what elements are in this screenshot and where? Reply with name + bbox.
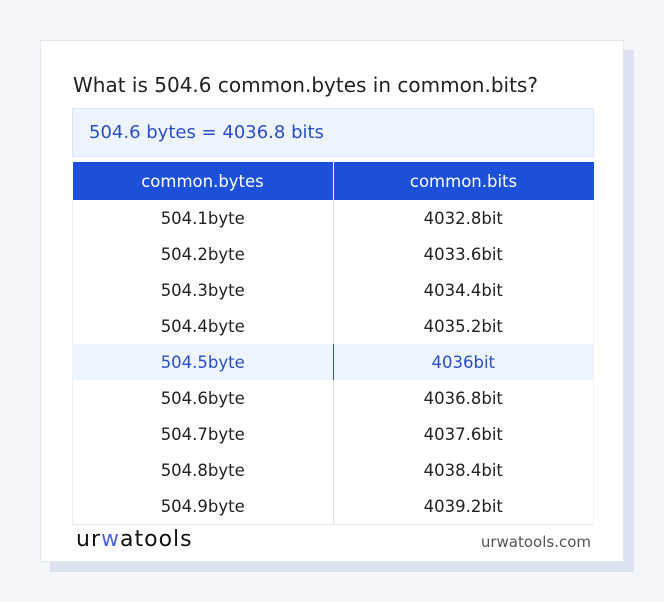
bits-cell: 4036.8bit [332, 380, 594, 416]
column-header-bytes: common.bytes [72, 162, 333, 200]
table-row: 504.7byte 4037.6bit [72, 416, 594, 452]
bytes-cell: 504.2byte [72, 236, 333, 272]
bits-cell: 4032.8bit [332, 200, 594, 236]
bytes-cell: 504.8byte [72, 452, 333, 488]
logo-text: ur [76, 527, 101, 552]
conversion-table: common.bytes common.bits 504.1byte 4032.8… [72, 162, 594, 525]
bytes-cell: 504.9byte [72, 488, 333, 525]
bits-cell: 4039.2bit [332, 488, 594, 525]
converter-card: What is 504.6 common.bytes in common.bit… [40, 40, 624, 562]
bytes-cell: 504.1byte [72, 200, 333, 236]
table-row: 504.9byte 4039.2bit [72, 488, 594, 525]
bytes-cell: 504.6byte [72, 380, 333, 416]
bits-cell: 4034.4bit [332, 272, 594, 308]
urwatools-logo[interactable]: urwatools [76, 527, 193, 552]
page-title: What is 504.6 common.bytes in common.bit… [73, 73, 538, 97]
table-row: 504.2byte 4033.6bit [72, 236, 594, 272]
column-header-bits: common.bits [332, 162, 594, 200]
table-row: 504.8byte 4038.4bit [72, 452, 594, 488]
bytes-cell: 504.7byte [72, 416, 333, 452]
bits-cell: 4033.6bit [332, 236, 594, 272]
logo-text: atools [120, 527, 193, 552]
bytes-cell: 504.4byte [72, 308, 333, 344]
bytes-cell: 504.3byte [72, 272, 333, 308]
logo-text: w [101, 527, 120, 552]
bits-cell: 4036bit [332, 344, 594, 380]
table-row: 504.5byte 4036bit [72, 344, 594, 380]
table-row: 504.6byte 4036.8bit [72, 380, 594, 416]
bits-cell: 4035.2bit [332, 308, 594, 344]
table-row: 504.1byte 4032.8bit [72, 200, 594, 236]
table-row: 504.4byte 4035.2bit [72, 308, 594, 344]
bytes-cell: 504.5byte [72, 344, 333, 380]
bits-cell: 4037.6bit [332, 416, 594, 452]
site-link[interactable]: urwatools.com [480, 533, 591, 551]
table-row: 504.3byte 4034.4bit [72, 272, 594, 308]
bits-cell: 4038.4bit [332, 452, 594, 488]
result-box: 504.6 bytes = 4036.8 bits [72, 108, 594, 157]
